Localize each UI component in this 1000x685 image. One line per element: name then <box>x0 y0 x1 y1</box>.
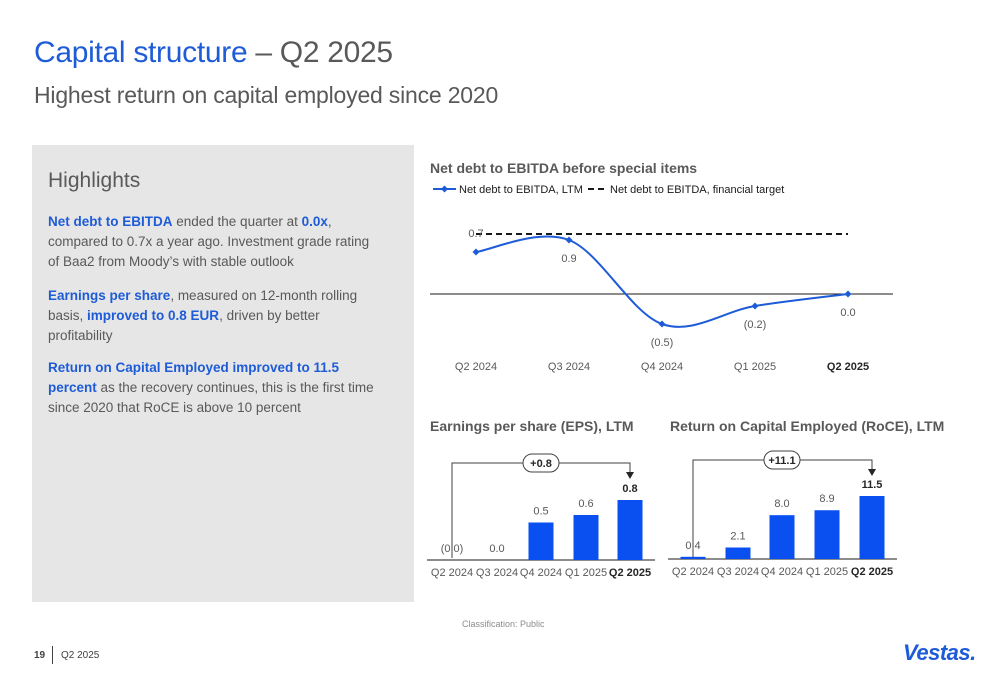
roce-change-arrow <box>868 469 876 476</box>
highlight-text: , measured on 12-month rolling basis, <box>48 288 358 323</box>
ltm-data-point <box>472 248 480 256</box>
eps-bar <box>528 522 554 560</box>
roce-x-tick-label: Q4 2024 <box>761 566 803 578</box>
eps-change-badge <box>522 453 560 473</box>
ltm-data-point <box>844 290 852 298</box>
roce-bar <box>725 547 751 559</box>
page-number: 19 <box>34 650 46 661</box>
roce-change-badge <box>763 450 801 470</box>
x-tick-label: Q2 2025 <box>827 361 869 373</box>
legend-label-ltm: Net debt to EBITDA, LTM <box>459 184 583 196</box>
roce-change-label: +11.1 <box>768 455 795 467</box>
ltm-data-label: (0.5) <box>651 337 674 349</box>
roce-bar <box>680 556 706 559</box>
eps-x-tick-label: Q1 2025 <box>565 567 607 579</box>
ltm-data-label: 0.7 <box>468 228 483 240</box>
highlight-text: as the recovery continues, this is the f… <box>48 380 374 415</box>
eps-x-tick-label: Q4 2024 <box>520 567 562 579</box>
eps-data-label: (0.0) <box>441 543 464 555</box>
page-subtitle: Highest return on capital employed since… <box>34 82 499 108</box>
highlight-text: , compared to 0.7x a year ago. Investmen… <box>48 214 370 269</box>
roce-bar <box>769 515 795 559</box>
roce-data-label: 8.0 <box>774 498 789 510</box>
highlights-title: Highlights <box>48 169 141 192</box>
footer-divider <box>52 646 53 664</box>
ltm-data-point <box>751 302 759 310</box>
eps-data-label: 0.8 <box>622 483 637 495</box>
eps-bar <box>573 515 599 560</box>
roce-x-tick-label: Q2 2025 <box>851 566 893 578</box>
eps-data-label: 0.0 <box>489 543 504 555</box>
highlights-panel: Highlights Net debt to EBITDA ended the … <box>32 145 414 602</box>
ltm-data-label: (0.2) <box>744 319 767 331</box>
eps-data-label: 0.5 <box>533 506 548 518</box>
x-tick-label: Q2 2024 <box>455 361 497 373</box>
roce-data-label: 11.5 <box>862 479 883 491</box>
title-period: Q2 2025 <box>279 36 393 69</box>
roce-data-label: 8.9 <box>819 493 834 505</box>
footer-period: Q2 2025 <box>61 650 100 661</box>
eps-x-tick-label: Q2 2025 <box>609 567 651 579</box>
eps-bar <box>617 500 643 560</box>
ltm-data-point <box>565 236 573 244</box>
ltm-data-label: 0.0 <box>840 307 855 319</box>
roce-x-tick-label: Q2 2024 <box>672 566 714 578</box>
roce-x-tick-label: Q1 2025 <box>806 566 848 578</box>
net-debt-chart-title: Net debt to EBITDA before special items <box>430 160 698 176</box>
x-tick-label: Q3 2024 <box>548 361 590 373</box>
highlight-net-debt: Net debt to EBITDA ended the quarter at … <box>48 212 378 272</box>
roce-data-label: 2.1 <box>730 530 745 542</box>
eps-change-label: +0.8 <box>530 458 552 470</box>
highlight-bold: Earnings per share <box>48 288 171 303</box>
x-tick-label: Q1 2025 <box>734 361 776 373</box>
roce-x-tick-label: Q3 2024 <box>717 566 759 578</box>
vestas-logo: Vestas. <box>903 640 976 665</box>
roce-bar <box>859 496 885 559</box>
highlight-eps: Earnings per share, measured on 12-month… <box>48 286 378 346</box>
eps-data-label: 0.6 <box>578 498 593 510</box>
classification-label: Classification: Public <box>462 619 545 629</box>
x-tick-label: Q4 2024 <box>641 361 683 373</box>
highlight-roce: Return on Capital Employed improved to 1… <box>48 358 378 418</box>
legend-marker-ltm <box>441 185 448 193</box>
title-main: Capital structure <box>34 36 248 69</box>
highlight-bold: Net debt to EBITDA <box>48 214 173 229</box>
highlight-bold: improved to 0.8 EUR <box>87 308 220 323</box>
eps-chart-title: Earnings per share (EPS), LTM <box>430 418 634 434</box>
roce-bar <box>814 510 840 559</box>
eps-x-tick-label: Q3 2024 <box>476 567 518 579</box>
highlight-text: , driven by better profitability <box>48 308 320 343</box>
roce-chart-title: Return on Capital Employed (RoCE), LTM <box>670 418 945 434</box>
eps-change-arrow <box>626 472 634 479</box>
page-title: Capital structure – Q2 2025 <box>34 36 393 70</box>
highlight-text: ended the quarter at <box>172 214 302 229</box>
highlight-bold: Return on Capital Employed improved to 1… <box>48 360 340 395</box>
eps-x-tick-label: Q2 2024 <box>431 567 473 579</box>
ltm-data-label: 0.9 <box>561 253 576 265</box>
roce-data-label: 0.4 <box>685 540 700 552</box>
ltm-data-point <box>658 320 666 328</box>
highlight-bold: 0.0x <box>301 214 328 229</box>
legend-label-target: Net debt to EBITDA, financial target <box>610 184 784 196</box>
title-separator: – <box>247 36 280 69</box>
